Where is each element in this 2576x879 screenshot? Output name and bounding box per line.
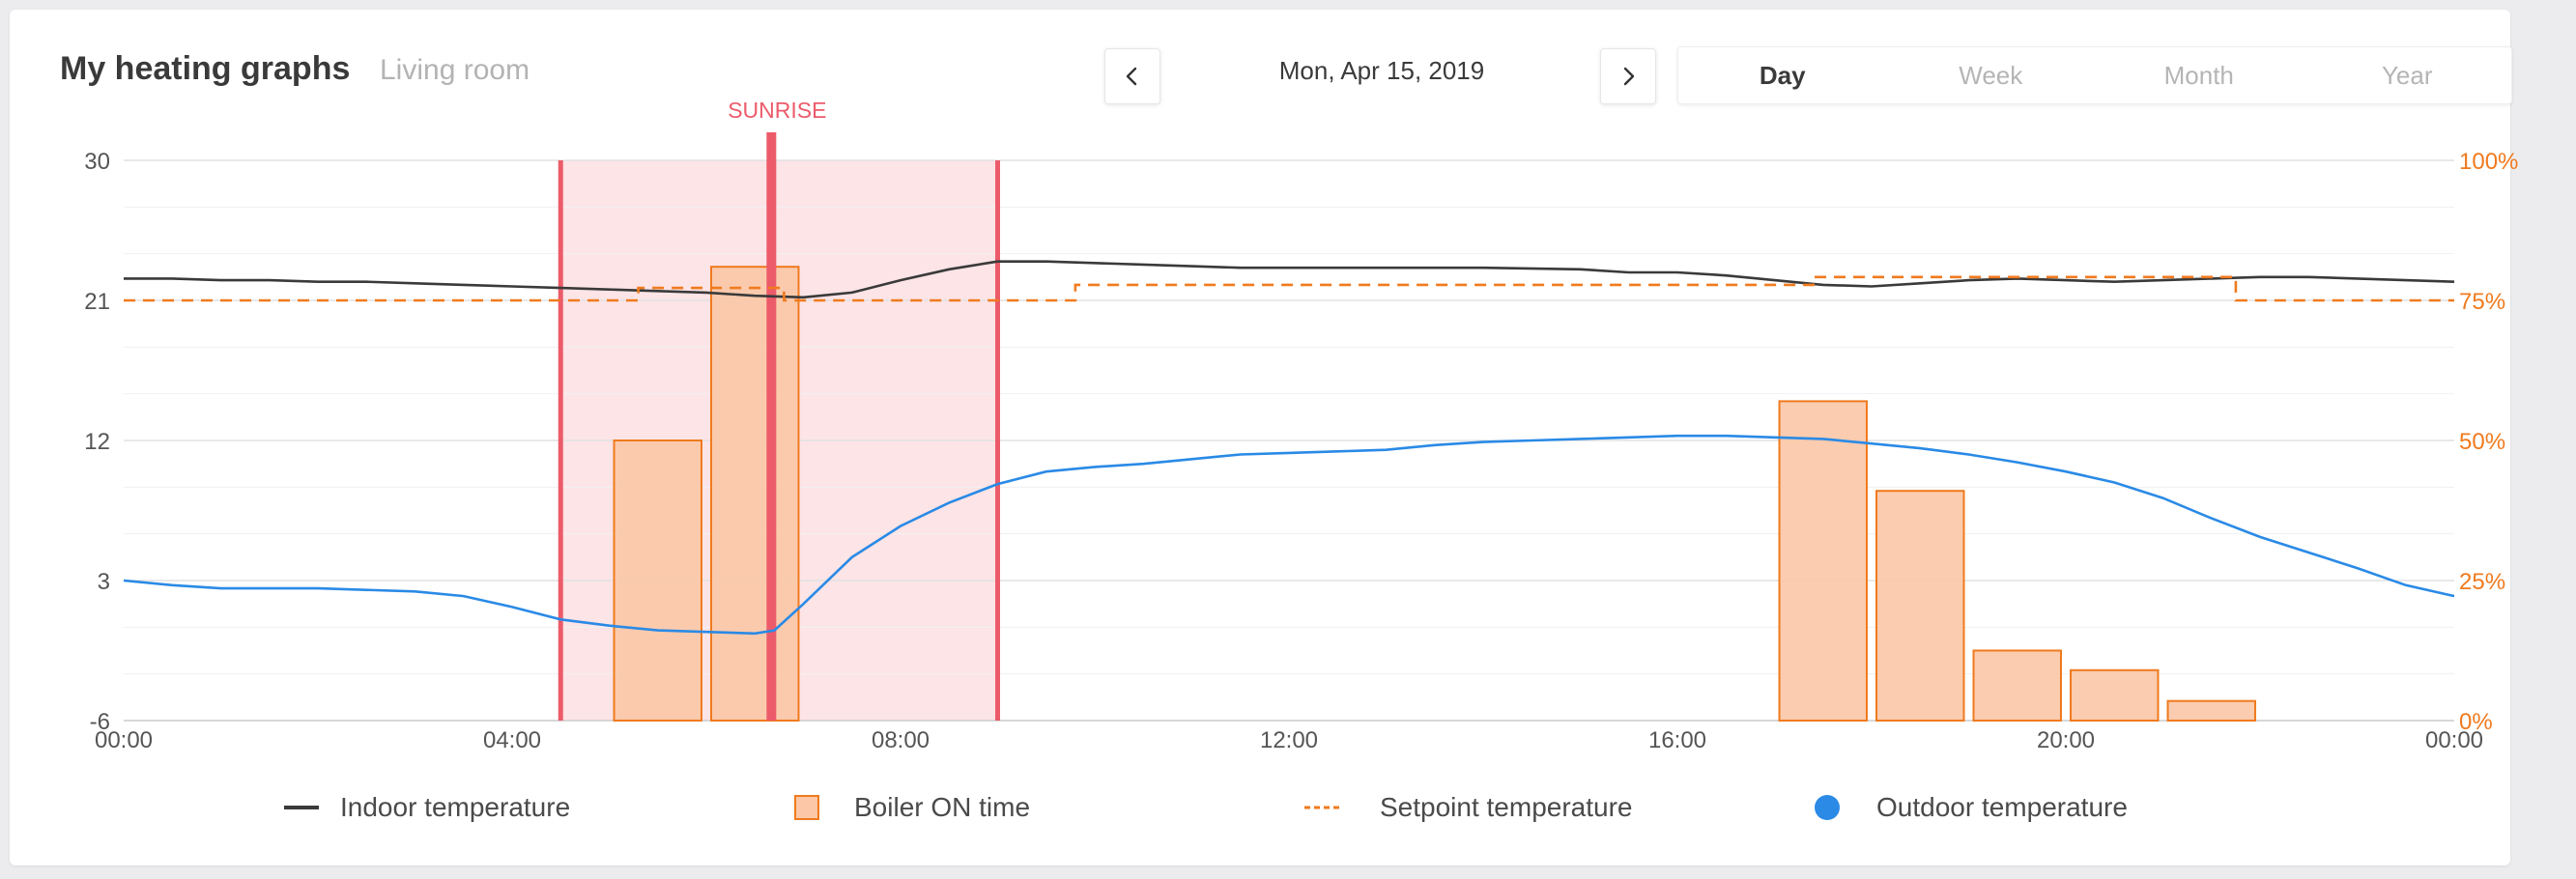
heating-graphs-card [10, 10, 2510, 865]
y-tick-label: 3 [98, 569, 110, 595]
legend-boiler[interactable]: Boiler ON time [792, 788, 1030, 827]
room-name[interactable]: Living room [380, 54, 530, 86]
tab-day[interactable]: Day [1759, 60, 1806, 90]
y-tick-label: 30 [84, 149, 110, 175]
y-tick-label: 21 [84, 289, 110, 315]
page-title: My heating graphs [60, 50, 351, 87]
tab-month[interactable]: Month [2163, 60, 2234, 90]
boiler-bar-swatch [794, 795, 819, 820]
sunrise-label: SUNRISE [728, 98, 826, 123]
y-tick-label: -6 [90, 709, 110, 735]
previous-day-button[interactable] [1104, 48, 1160, 104]
y2-tick-label: 100% [2459, 149, 2518, 175]
legend-boiler-label: Boiler ON time [854, 792, 1031, 822]
indoor-line-swatch [284, 806, 319, 809]
tab-year[interactable]: Year [2381, 60, 2433, 90]
legend-outdoor[interactable]: Outdoor temperature [1813, 788, 2128, 827]
heating-chart: -6 3 12 21 30 0% 25% 50% 75% 100% 00:00 04:00 08:00 1… [84, 98, 2518, 753]
setpoint-dash-swatch [1304, 806, 1343, 809]
legend-setpoint[interactable]: Setpoint temperature [1302, 788, 1633, 827]
boiler-bar [1875, 490, 1965, 723]
x-tick-label: 12:00 [1260, 727, 1318, 753]
chevron-right-icon [1623, 67, 1635, 86]
boiler-bar [710, 266, 800, 722]
boiler-bar [2070, 668, 2160, 722]
x-tick-label: 16:00 [1648, 727, 1706, 753]
y2-tick-label: 75% [2459, 289, 2505, 315]
current-date: Mon, Apr 15, 2019 [1278, 56, 1485, 85]
next-day-button[interactable] [1600, 48, 1656, 104]
boiler-bar [1778, 400, 1868, 722]
y2-tick-label: 50% [2459, 429, 2505, 455]
boiler-bar [2166, 699, 2256, 723]
boiler-bar [1972, 649, 2062, 722]
y-tick-label: 12 [84, 429, 110, 455]
x-tick-label: 20:00 [2037, 727, 2095, 753]
setpoint-temperature-line [124, 275, 2454, 302]
y2-tick-label: 0% [2459, 709, 2493, 735]
chevron-left-icon [1126, 67, 1137, 86]
x-tick-label: 04:00 [483, 727, 541, 753]
x-tick-label: 00:00 [2425, 727, 2483, 753]
legend-setpoint-label: Setpoint temperature [1380, 792, 1633, 822]
tab-week[interactable]: Week [1959, 60, 2023, 90]
indoor-temperature-line [124, 260, 2455, 299]
legend-indoor-label: Indoor temperature [340, 792, 571, 822]
x-tick-label: 08:00 [872, 727, 930, 753]
outdoor-dot-swatch [1815, 795, 1840, 820]
x-tick-label: 00:00 [95, 727, 153, 753]
y2-tick-label: 25% [2459, 569, 2505, 595]
boiler-bar [613, 440, 702, 722]
range-tabs: Day Week Month Year [1677, 46, 2512, 104]
legend-outdoor-label: Outdoor temperature [1876, 792, 2128, 822]
legend-indoor[interactable]: Indoor temperature [282, 788, 570, 827]
outdoor-temperature-line [123, 434, 2455, 636]
